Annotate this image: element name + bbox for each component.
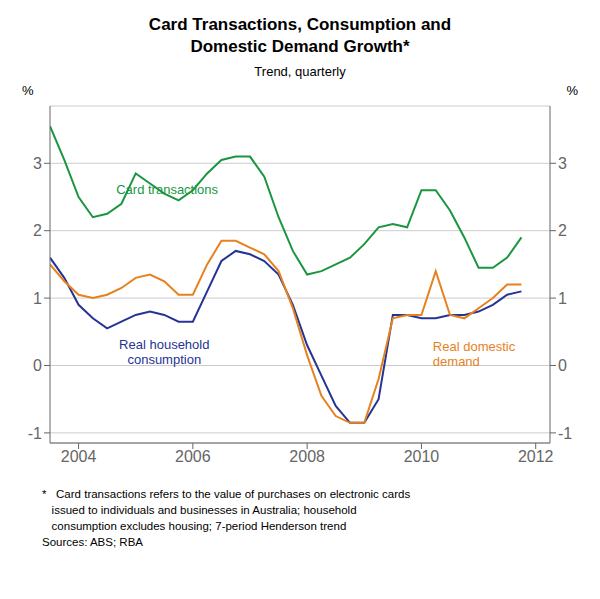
svg-text:Card transactions: Card transactions xyxy=(116,182,218,197)
svg-text:2010: 2010 xyxy=(404,448,440,465)
svg-text:0: 0 xyxy=(33,357,42,374)
svg-text:2006: 2006 xyxy=(175,448,211,465)
svg-text:2008: 2008 xyxy=(289,448,325,465)
svg-text:-1: -1 xyxy=(28,425,42,442)
svg-text:2004: 2004 xyxy=(61,448,97,465)
svg-text:2012: 2012 xyxy=(518,448,554,465)
svg-text:2: 2 xyxy=(558,222,567,239)
svg-text:2: 2 xyxy=(33,222,42,239)
svg-text:3: 3 xyxy=(558,155,567,172)
svg-text:Real domesticdemand: Real domesticdemand xyxy=(433,339,516,369)
html-text:Card Transactions, Consumption: Card Transactions, Consumption and Domes… xyxy=(148,15,452,56)
svg-text:1: 1 xyxy=(33,290,42,307)
svg-text:3: 3 xyxy=(33,155,42,172)
svg-text:0: 0 xyxy=(558,357,567,374)
html-text:* Card transactions refers to: * Card transactions refers to the value … xyxy=(42,488,411,548)
html-text:Trend, quarterly: Trend, quarterly xyxy=(254,64,346,79)
svg-text:1: 1 xyxy=(558,290,567,307)
svg-text:-1: -1 xyxy=(558,425,572,442)
svg-text:Real householdconsumption: Real householdconsumption xyxy=(119,337,209,367)
